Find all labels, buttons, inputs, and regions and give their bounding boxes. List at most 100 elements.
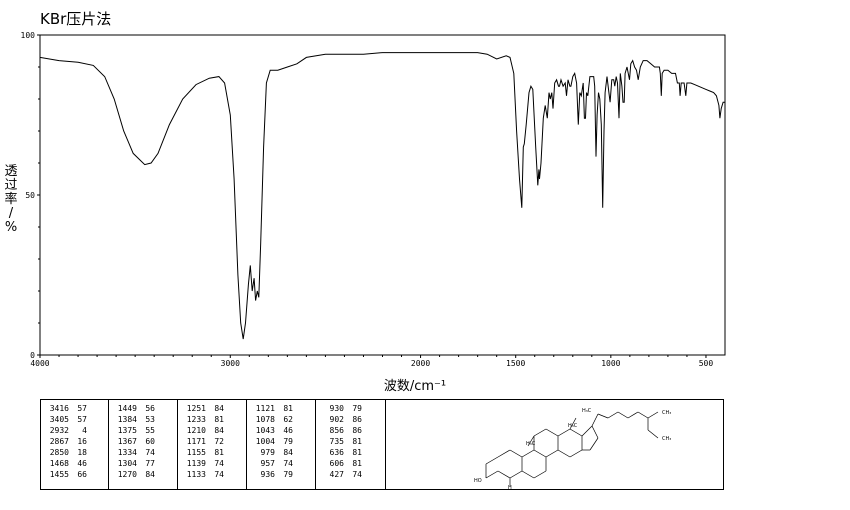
peak-row: 1078 62 — [247, 414, 315, 425]
y-axis-title-char: 过 — [4, 178, 17, 193]
ir-spectrum-chart: 4000 3000 2000 1500 1000 500 0 50 100 波数/cm⁻¹ 透过… — [4, 31, 726, 394]
peak-transmittance: 57 — [77, 404, 87, 413]
bond-line — [521, 470, 535, 479]
bond-line — [647, 411, 659, 419]
peak-transmittance: 81 — [283, 404, 293, 413]
peak-row: 427 74 — [316, 469, 385, 480]
y-axis-title-char: 率 — [4, 191, 17, 207]
peak-row: 2850 18 — [41, 447, 108, 458]
peak-table-column: 1121 81 1078 62 1043 46 1004 79 979 84 957 74 936 79 — [247, 400, 316, 489]
structure-label-me21: H₃C — [582, 408, 592, 414]
peak-wavenumber: 1210 — [186, 426, 206, 435]
peak-wavenumber: 1251 — [186, 404, 206, 413]
bond-line — [527, 435, 535, 447]
peak-wavenumber: 856 — [329, 426, 344, 435]
peak-row: 930 79 — [316, 403, 385, 414]
peak-transmittance: 79 — [283, 470, 293, 479]
peak-wavenumber: 1004 — [255, 437, 275, 446]
peak-transmittance: 4 — [82, 426, 87, 435]
y-tick-label: 100 — [21, 31, 36, 40]
peak-wavenumber: 2932 — [49, 426, 69, 435]
y-tick-label: 50 — [25, 191, 35, 200]
peak-row: 1043 46 — [247, 425, 315, 436]
peak-table-column: 3416 57 3405 57 2932 4 2867 16 2850 18 1468 46 1455 6… — [41, 400, 109, 489]
peak-wavenumber: 1139 — [186, 459, 206, 468]
peak-row: 2932 4 — [41, 425, 108, 436]
bond-line — [597, 413, 609, 419]
peak-row: 636 81 — [316, 447, 385, 458]
bond-line — [485, 470, 499, 479]
structure-label-ho: HO — [474, 478, 482, 484]
peak-transmittance: 81 — [352, 459, 362, 468]
peak-transmittance: 81 — [352, 437, 362, 446]
peak-wavenumber: 1384 — [117, 415, 137, 424]
peak-wavenumber: 606 — [329, 459, 344, 468]
peak-wavenumber: 735 — [329, 437, 344, 446]
peak-row: 1133 74 — [178, 469, 246, 480]
peak-row: 1210 84 — [178, 425, 246, 436]
bond-line — [607, 411, 619, 419]
peak-wavenumber: 1043 — [255, 426, 275, 435]
peak-wavenumber: 1171 — [186, 437, 206, 446]
peak-wavenumber: 957 — [260, 459, 275, 468]
peak-wavenumber: 3405 — [49, 415, 69, 424]
peak-transmittance: 81 — [352, 448, 362, 457]
peak-row: 1304 77 — [109, 458, 177, 469]
peak-wavenumber: 2850 — [49, 448, 69, 457]
bond-line — [509, 470, 523, 479]
peak-transmittance: 79 — [283, 437, 293, 446]
peak-row: 1121 81 — [247, 403, 315, 414]
peak-transmittance: 56 — [145, 404, 155, 413]
peak-row: 735 81 — [316, 436, 385, 447]
bond-line — [533, 449, 547, 458]
structure-label-me18: H₃C — [568, 423, 578, 429]
peak-row: 1251 84 — [178, 403, 246, 414]
peak-wavenumber: 427 — [329, 470, 344, 479]
peak-row: 1004 79 — [247, 436, 315, 447]
peak-wavenumber: 1468 — [49, 459, 69, 468]
peak-transmittance: 84 — [214, 426, 224, 435]
bond-line — [591, 413, 599, 427]
bond-line — [637, 411, 649, 419]
bond-line — [569, 417, 577, 430]
x-tick-label: 3000 — [221, 359, 240, 368]
peak-row: 1171 72 — [178, 436, 246, 447]
peak-transmittance: 60 — [145, 437, 155, 446]
peak-row: 979 84 — [247, 447, 315, 458]
bond-line — [509, 449, 523, 458]
peak-row: 1155 81 — [178, 447, 246, 458]
molecule-structure: H₃C H₃C H₃C CH₃ CH₃ HO H — [474, 408, 671, 489]
bond-line — [591, 425, 599, 439]
x-axis-title: 波数/cm⁻¹ — [384, 379, 446, 394]
peak-wavenumber: 3416 — [49, 404, 69, 413]
peak-row: 606 81 — [316, 458, 385, 469]
plot-frame — [39, 34, 726, 356]
structure-label-me26: CH₃ — [662, 410, 671, 416]
bond-line — [521, 449, 535, 458]
peak-row: 1367 60 — [109, 436, 177, 447]
peak-transmittance: 18 — [77, 448, 87, 457]
peak-wavenumber: 930 — [329, 404, 344, 413]
peak-transmittance: 74 — [145, 448, 155, 457]
peak-wavenumber: 1455 — [49, 470, 69, 479]
peak-row: 1449 56 — [109, 403, 177, 414]
peak-row: 1233 81 — [178, 414, 246, 425]
bond-line — [569, 428, 583, 437]
bond-line — [617, 411, 629, 419]
peak-transmittance: 79 — [352, 404, 362, 413]
peak-row: 1384 53 — [109, 414, 177, 425]
bond-line — [557, 449, 571, 458]
page-title: KBr压片法 — [40, 10, 112, 28]
peak-row: 1375 55 — [109, 425, 177, 436]
peak-transmittance: 74 — [214, 459, 224, 468]
bond-line — [545, 428, 559, 437]
peak-transmittance: 53 — [145, 415, 155, 424]
peak-table-column: 1251 84 1233 81 1210 84 1171 72 1155 81 1139 74 1133… — [178, 400, 247, 489]
peak-wavenumber: 1121 — [255, 404, 275, 413]
peak-wavenumber: 2867 — [49, 437, 69, 446]
peak-wavenumber: 1078 — [255, 415, 275, 424]
peak-transmittance: 77 — [145, 459, 155, 468]
peak-table-column: 930 79 902 86 856 86 735 81 636 81 606 81 427 74 — [316, 400, 386, 489]
peak-wavenumber: 1133 — [186, 470, 206, 479]
bond-line — [497, 449, 511, 458]
